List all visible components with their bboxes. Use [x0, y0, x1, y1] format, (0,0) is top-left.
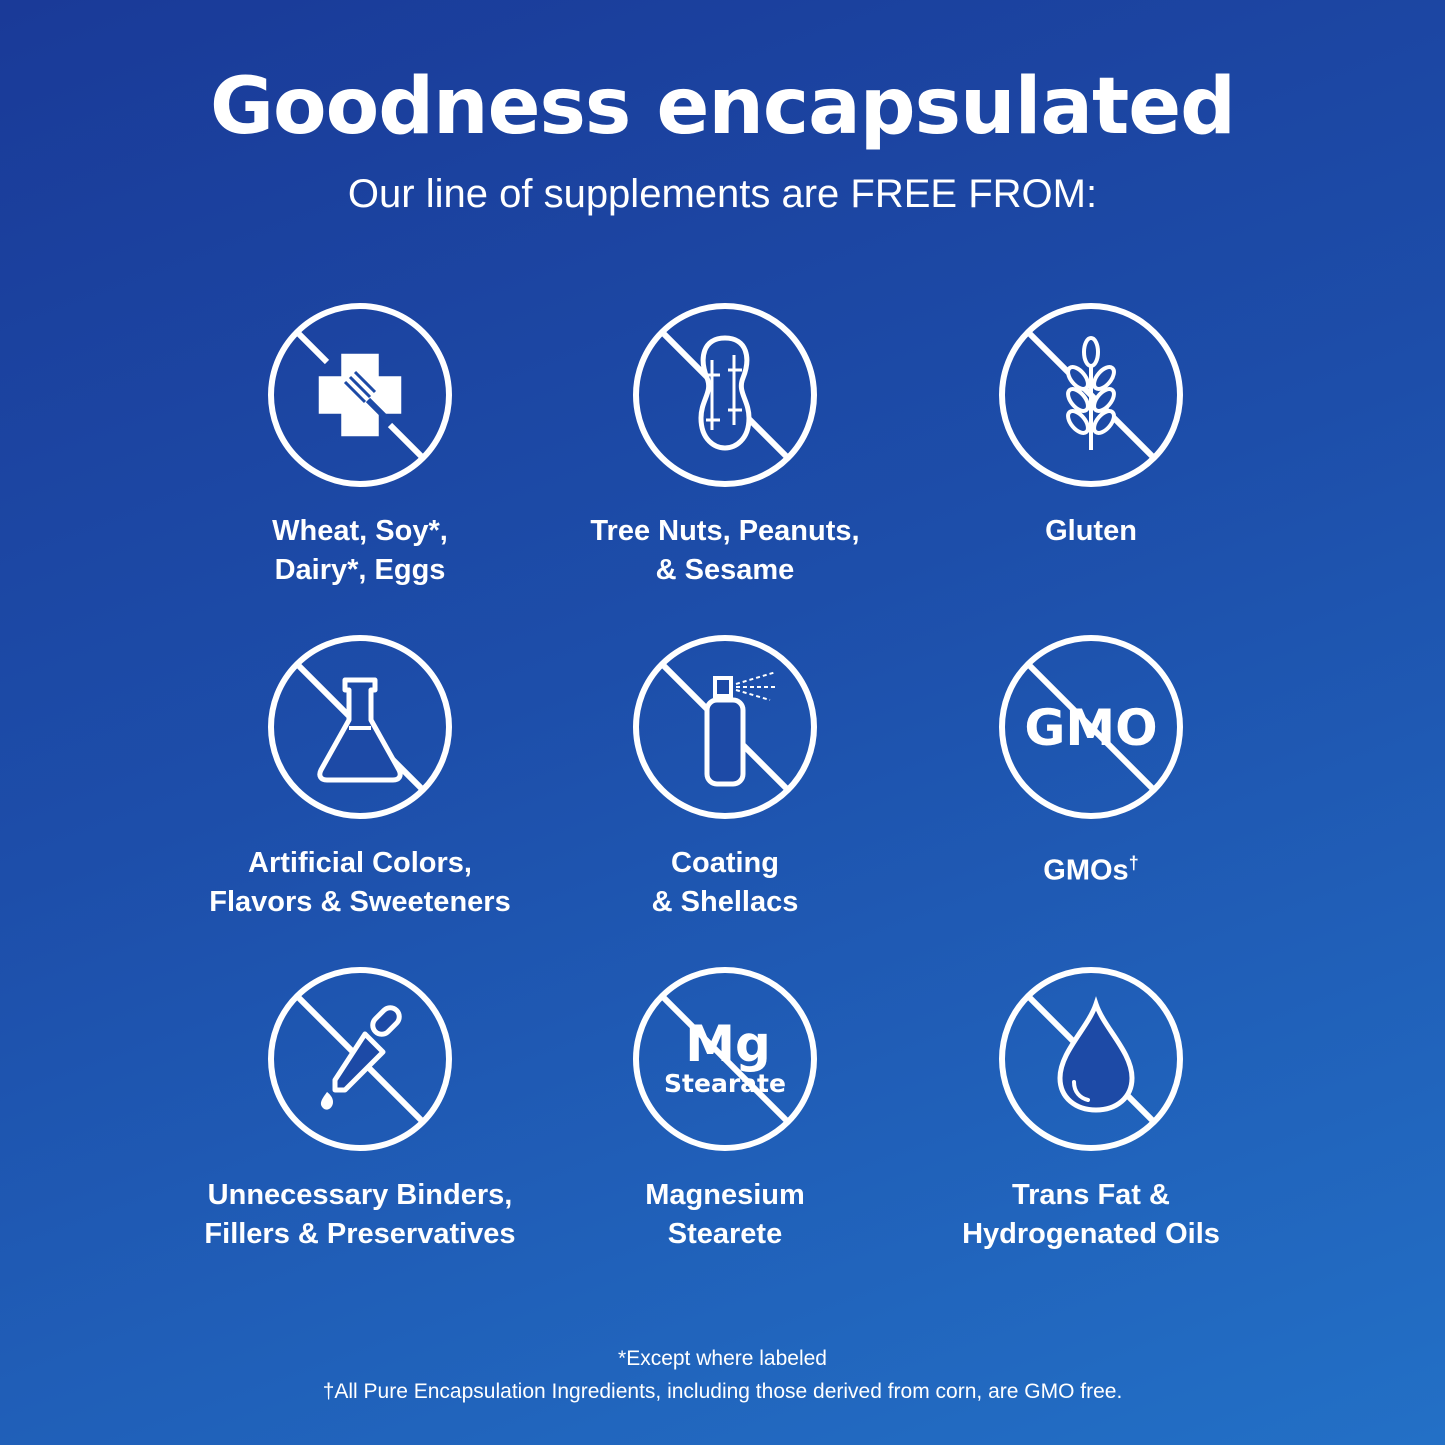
item-label-line2: Flavors & Sweeteners: [209, 886, 511, 918]
mg-icon-text: Mg: [685, 1015, 771, 1073]
free-from-item-gmo: GMO GMOs†: [891, 632, 1291, 891]
free-from-item-artificial: Artificial Colors, Flavors & Sweeteners: [160, 632, 560, 922]
item-label-line2: Hydrogenated Oils: [962, 1218, 1220, 1250]
gmo-label: GMOs: [1043, 854, 1129, 887]
item-label-line2: Fillers & Preservatives: [204, 1218, 516, 1250]
dagger-mark: †: [1128, 853, 1139, 873]
free-from-item-gluten: Gluten: [891, 300, 1291, 551]
item-label-line1: Magnesium: [645, 1179, 805, 1211]
page-subtitle: Our line of supplements are FREE FROM:: [347, 172, 1098, 216]
item-label-line1: Unnecessary Binders,: [207, 1179, 513, 1211]
oil-drop-icon: [999, 967, 1183, 1151]
mg-stearate-icon: Mg Stearate: [633, 967, 817, 1151]
spray-can-icon: [633, 635, 817, 819]
footnote-gmo: †All Pure Encapsulation Ingredients, inc…: [322, 1380, 1123, 1403]
free-from-item-coating: Coating & Shellacs: [525, 632, 925, 922]
item-label-line1: Artificial Colors,: [248, 847, 472, 879]
flask-icon: [268, 635, 452, 819]
free-from-item-allergens: Wheat, Soy*, Dairy*, Eggs: [160, 300, 560, 590]
stearate-icon-text: Stearate: [664, 1069, 786, 1098]
free-from-item-nuts: Tree Nuts, Peanuts, & Sesame: [525, 300, 925, 590]
dropper-icon: [268, 967, 452, 1151]
free-from-item-trans-fat: Trans Fat & Hydrogenated Oils: [891, 964, 1291, 1254]
item-label-line2: Dairy*, Eggs: [274, 554, 446, 586]
page-title: Goodness encapsulated: [210, 62, 1236, 152]
item-label-line1: Tree Nuts, Peanuts,: [590, 515, 860, 547]
free-from-item-binders: Unnecessary Binders, Fillers & Preservati…: [160, 964, 560, 1254]
gmo-icon-text: GMO: [1024, 699, 1157, 757]
item-label-line2: & Shellacs: [651, 886, 799, 918]
footnote-except: *Except where labeled: [618, 1347, 827, 1370]
item-label-line2: & Sesame: [655, 554, 795, 586]
wheat-stalk-icon: [999, 303, 1183, 487]
gmo-icon: GMO: [999, 635, 1183, 819]
item-label-line2: Stearete: [667, 1218, 783, 1250]
item-label-line1: Gluten: [1045, 515, 1137, 547]
item-label-line1: Trans Fat &: [1012, 1179, 1170, 1211]
wheat-soy-dairy-eggs-icon: [268, 303, 452, 487]
item-label-line1: GMOs†: [891, 844, 1291, 891]
item-label-line1: Coating: [671, 847, 779, 879]
free-from-item-magnesium-stearate: Mg Stearate Magnesium Stearete: [525, 964, 925, 1254]
item-label-line1: Wheat, Soy*,: [272, 515, 448, 547]
peanut-icon: [633, 303, 817, 487]
